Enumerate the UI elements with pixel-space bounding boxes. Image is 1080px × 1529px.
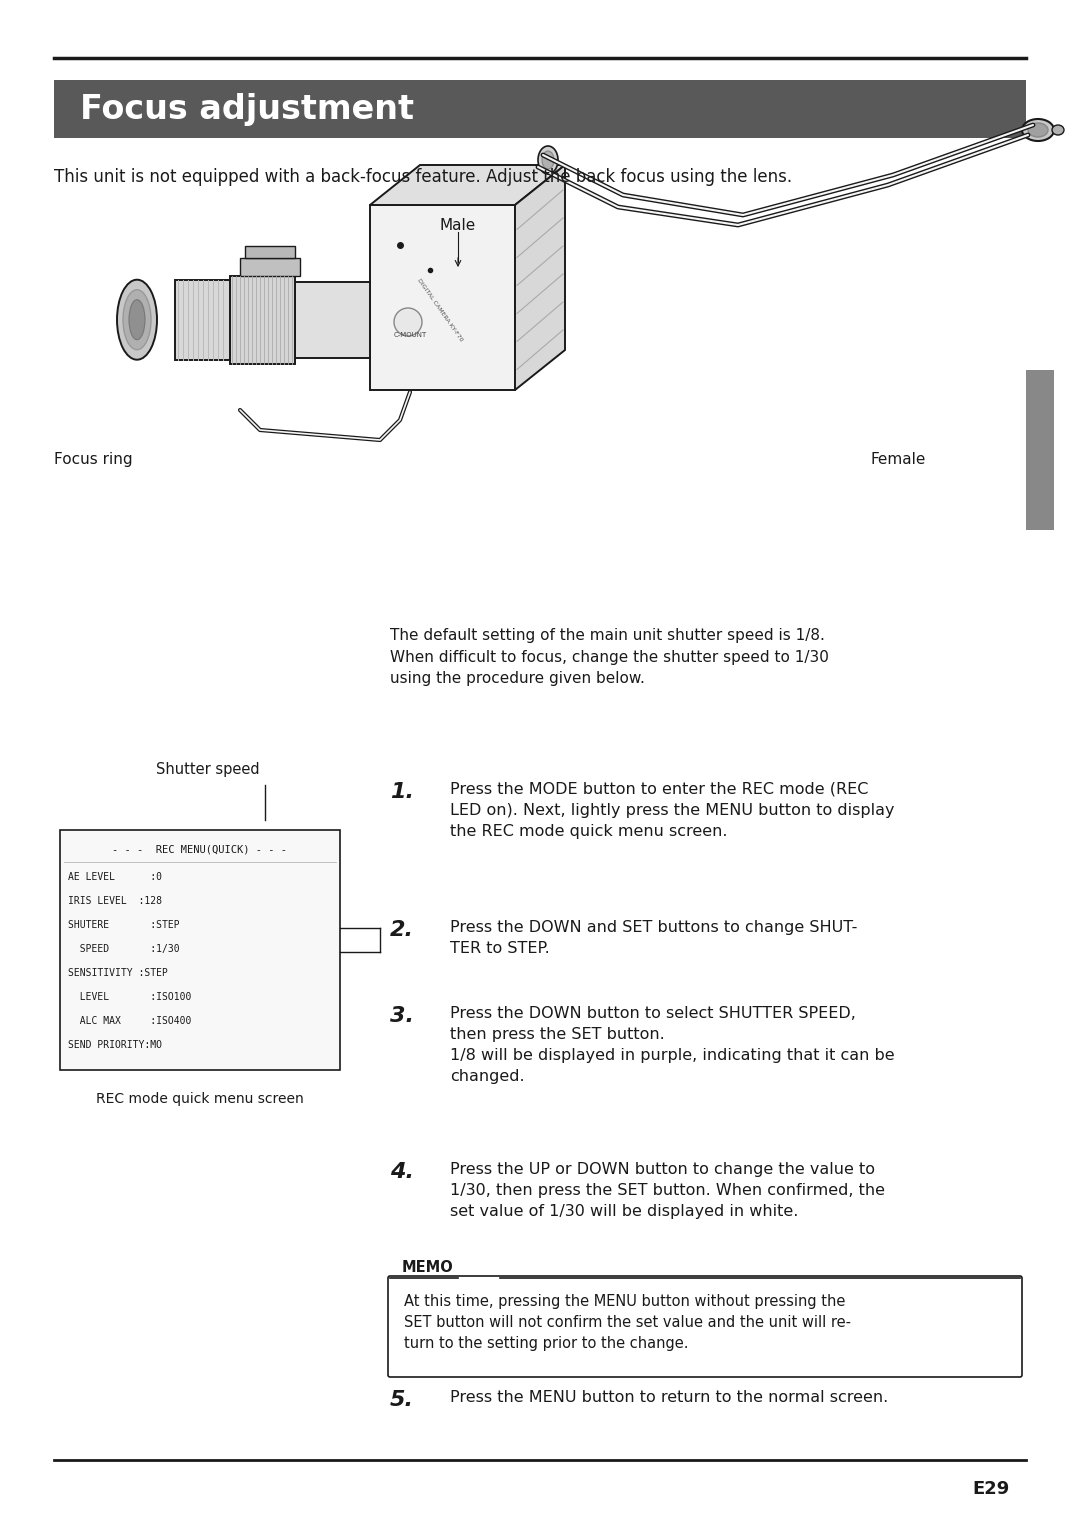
Text: 2.: 2.: [390, 920, 414, 940]
Bar: [295, 281, 370, 358]
Text: 5.: 5.: [390, 1390, 414, 1410]
Text: Focus ring: Focus ring: [54, 453, 133, 466]
Bar: [240, 258, 300, 275]
Ellipse shape: [117, 280, 157, 359]
Text: Male: Male: [440, 219, 476, 232]
Text: 3.: 3.: [390, 1006, 414, 1026]
Text: Press the UP or DOWN button to change the value to
1/30, then press the SET butt: Press the UP or DOWN button to change th…: [450, 1162, 885, 1219]
Polygon shape: [515, 165, 565, 390]
Text: Press the MODE button to enter the REC mode (REC
LED on). Next, lightly press th: Press the MODE button to enter the REC m…: [450, 781, 894, 839]
Text: SHUTERE       :STEP: SHUTERE :STEP: [68, 920, 179, 930]
Ellipse shape: [538, 145, 558, 174]
Text: SENSITIVITY :STEP: SENSITIVITY :STEP: [68, 968, 167, 979]
Polygon shape: [370, 165, 565, 205]
Text: - - -  REC MENU(QUICK) - - -: - - - REC MENU(QUICK) - - -: [112, 844, 287, 855]
Ellipse shape: [542, 151, 554, 170]
Text: LEVEL       :ISO100: LEVEL :ISO100: [68, 992, 191, 1001]
Text: Shutter speed: Shutter speed: [157, 761, 260, 777]
Ellipse shape: [123, 289, 151, 350]
Text: Press the MENU button to return to the normal screen.: Press the MENU button to return to the n…: [450, 1390, 888, 1405]
Ellipse shape: [129, 300, 145, 339]
Text: Press the DOWN and SET buttons to change SHUT-
TER to STEP.: Press the DOWN and SET buttons to change…: [450, 920, 858, 956]
Bar: [370, 205, 515, 390]
Text: Focus adjustment: Focus adjustment: [80, 92, 414, 125]
Text: The default setting of the main unit shutter speed is 1/8.
When difficult to foc: The default setting of the main unit shu…: [390, 628, 828, 687]
Bar: [60, 830, 340, 1070]
Ellipse shape: [1052, 125, 1064, 135]
Text: DIGITAL CAMERA KY-F70: DIGITAL CAMERA KY-F70: [416, 278, 463, 342]
Ellipse shape: [1022, 119, 1054, 141]
Circle shape: [394, 307, 422, 336]
FancyBboxPatch shape: [388, 1277, 1022, 1378]
Bar: [230, 275, 295, 364]
Text: 1.: 1.: [390, 781, 414, 803]
Bar: [175, 280, 230, 359]
Text: SEND PRIORITY:MO: SEND PRIORITY:MO: [68, 1040, 162, 1050]
Bar: [245, 246, 295, 258]
Text: Female: Female: [870, 453, 926, 466]
Bar: [54, 80, 1026, 138]
Text: SPEED       :1/30: SPEED :1/30: [68, 943, 179, 954]
Text: MEMO: MEMO: [402, 1260, 454, 1275]
Text: IRIS LEVEL  :128: IRIS LEVEL :128: [68, 896, 162, 907]
Text: AE LEVEL      :0: AE LEVEL :0: [68, 872, 162, 882]
Text: C-MOUNT: C-MOUNT: [393, 332, 427, 338]
Text: ALC MAX     :ISO400: ALC MAX :ISO400: [68, 1015, 191, 1026]
Bar: [1026, 370, 1054, 531]
Text: 4.: 4.: [390, 1162, 414, 1182]
Text: This unit is not equipped with a back-focus feature. Adjust the back focus using: This unit is not equipped with a back-fo…: [54, 168, 792, 187]
Ellipse shape: [1028, 122, 1048, 138]
Text: Press the DOWN button to select SHUTTER SPEED,
then press the SET button.
1/8 wi: Press the DOWN button to select SHUTTER …: [450, 1006, 894, 1084]
Text: REC mode quick menu screen: REC mode quick menu screen: [96, 1092, 303, 1105]
Text: At this time, pressing the MENU button without pressing the
SET button will not : At this time, pressing the MENU button w…: [404, 1294, 851, 1352]
Text: E29: E29: [973, 1480, 1010, 1498]
